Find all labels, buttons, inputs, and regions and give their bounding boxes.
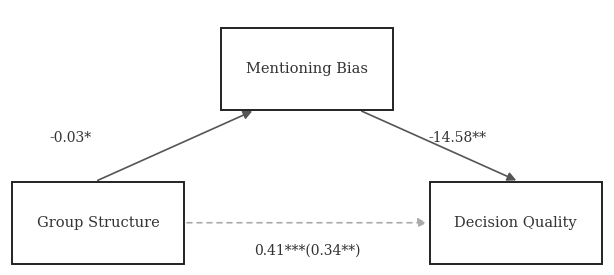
- Text: -14.58**: -14.58**: [429, 131, 486, 144]
- Text: Decision Quality: Decision Quality: [454, 216, 577, 230]
- FancyBboxPatch shape: [12, 182, 184, 264]
- FancyBboxPatch shape: [221, 28, 393, 110]
- Text: Mentioning Bias: Mentioning Bias: [246, 62, 368, 76]
- Text: -0.03*: -0.03*: [50, 131, 91, 144]
- Text: Group Structure: Group Structure: [37, 216, 160, 230]
- Text: 0.41***(0.34**): 0.41***(0.34**): [254, 243, 360, 257]
- FancyBboxPatch shape: [430, 182, 602, 264]
